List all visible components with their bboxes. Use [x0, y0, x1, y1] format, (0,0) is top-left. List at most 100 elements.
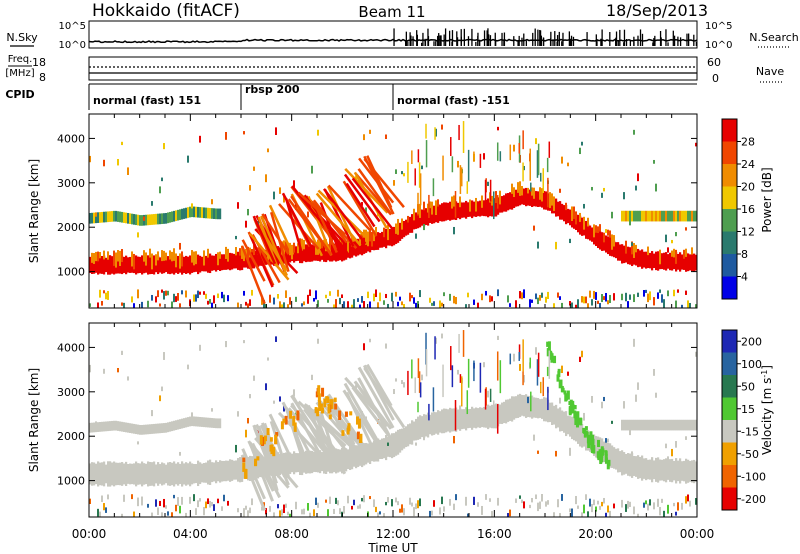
power-near-cell	[559, 296, 561, 300]
power-speckle-cell	[591, 186, 593, 191]
velocity-speckle-cell	[95, 421, 97, 429]
power-fringe-cell	[517, 182, 519, 193]
velocity-band-cell	[557, 408, 560, 428]
velocity-band-cell	[369, 440, 372, 465]
velocity-late-cell	[659, 419, 662, 431]
velocity-band-cell	[441, 409, 444, 434]
power-fringe-cell	[519, 181, 521, 196]
power-speckle-cell	[179, 242, 181, 250]
velocity-speckle-cell	[631, 451, 633, 456]
power-fringe-cell	[301, 238, 303, 251]
power-spike-cell	[518, 142, 521, 154]
power-near-cell	[489, 295, 491, 303]
power-near-cell	[391, 292, 393, 302]
velocity-band-cell	[195, 464, 198, 484]
velocity-near-cell	[173, 494, 175, 499]
freq-tick-bottom: 8	[39, 71, 46, 84]
velocity-near-cell	[247, 510, 249, 517]
velocity-recede-cell	[550, 353, 554, 360]
power-fringe-cell	[387, 224, 389, 241]
velocity-near-cell	[443, 506, 445, 512]
power-band-cell	[293, 244, 296, 263]
power-streak	[249, 234, 274, 288]
velocity-band-cell	[129, 463, 132, 485]
velocity-late-cell	[665, 419, 668, 431]
velocity-band-cell	[133, 463, 136, 485]
velocity-band-cell	[317, 451, 320, 473]
power-near-cell	[609, 294, 611, 303]
power-speckle-cell	[457, 160, 459, 168]
velocity-near-cell	[687, 494, 689, 502]
velocity-upper-cell	[141, 424, 144, 435]
power-near-cell	[197, 290, 199, 299]
power-fringe-cell	[631, 241, 633, 255]
power-fringe-cell	[347, 238, 349, 254]
noise-tick-bottom-left: 10^0	[59, 40, 86, 51]
power-near-cell	[333, 304, 335, 308]
velocity-speckle-cell	[117, 367, 119, 373]
power-spike-cell	[542, 168, 545, 194]
power-fringe-cell	[227, 248, 229, 262]
power-spike-cell	[548, 141, 551, 158]
power-upper-cell	[197, 206, 200, 218]
power-streak	[315, 207, 338, 254]
power-near-cell	[385, 293, 387, 299]
freq-tick-top: 18	[32, 56, 46, 69]
velocity-near-cell	[167, 511, 169, 516]
velocity-near-cell	[213, 504, 215, 511]
power-near-cell	[161, 289, 163, 293]
velocity-speckle-cell	[537, 450, 539, 454]
velocity-band-cell	[361, 442, 364, 468]
power-late-cell	[687, 210, 690, 222]
velocity-near-cell	[303, 508, 305, 515]
velocity-band-cell	[647, 459, 650, 480]
velocity-band-cell	[561, 410, 564, 432]
velocity-near-cell	[467, 513, 469, 517]
velocity-band-cell	[215, 460, 218, 484]
velocity-upper-cell	[217, 418, 220, 429]
velocity-near-cell	[353, 499, 355, 506]
velocity-speckle-cell	[695, 351, 697, 357]
power-band-cell	[673, 254, 676, 270]
velocity-upper-cell	[197, 416, 200, 427]
power-fringe-cell	[603, 232, 605, 243]
velocity-upper-cell	[97, 422, 100, 432]
velocity-band-cell	[173, 461, 176, 487]
power-near-cell	[155, 296, 157, 303]
power-near-cell	[647, 293, 649, 303]
power-speckle-cell	[265, 174, 267, 183]
velocity-near-cell	[569, 508, 571, 513]
power-fringe-cell	[145, 252, 147, 266]
velocity-band-cell	[239, 457, 242, 483]
power-spike-cell	[489, 179, 492, 202]
velocity-band-cell	[319, 450, 322, 474]
velocity-streak	[312, 408, 348, 453]
velocity-near-cell	[675, 511, 677, 516]
velocity-near-cell	[287, 511, 289, 516]
velocity-near-cell	[653, 502, 655, 510]
power-band-cell	[617, 242, 620, 261]
power-fringe-cell	[395, 223, 397, 234]
velocity-speckle-cell	[293, 389, 295, 397]
velocity-band-cell	[287, 452, 290, 474]
power-band-cell	[183, 256, 186, 274]
power-near-cell	[465, 304, 467, 308]
velocity-speckle-cell	[161, 386, 163, 392]
power-band-cell	[651, 251, 654, 271]
power-speckle-cell	[671, 239, 673, 244]
power-band-cell	[171, 256, 174, 274]
power-late-cell	[637, 210, 640, 222]
velocity-near-cell	[395, 497, 397, 503]
power-fringe-cell	[575, 211, 577, 225]
velocity-speckle-cell	[187, 364, 189, 370]
power-speckle-cell	[211, 199, 213, 205]
velocity-near-cell	[295, 501, 297, 510]
power-near-cell	[413, 297, 415, 304]
velocity-near-cell	[571, 508, 573, 517]
velocity-late-cell	[645, 419, 648, 431]
velocity-near-cell	[89, 498, 91, 504]
power-band-cell	[477, 201, 480, 217]
velocity-speckle-cell	[279, 396, 281, 402]
power-upper-cell	[175, 210, 178, 222]
power-spike-cell	[473, 151, 475, 162]
